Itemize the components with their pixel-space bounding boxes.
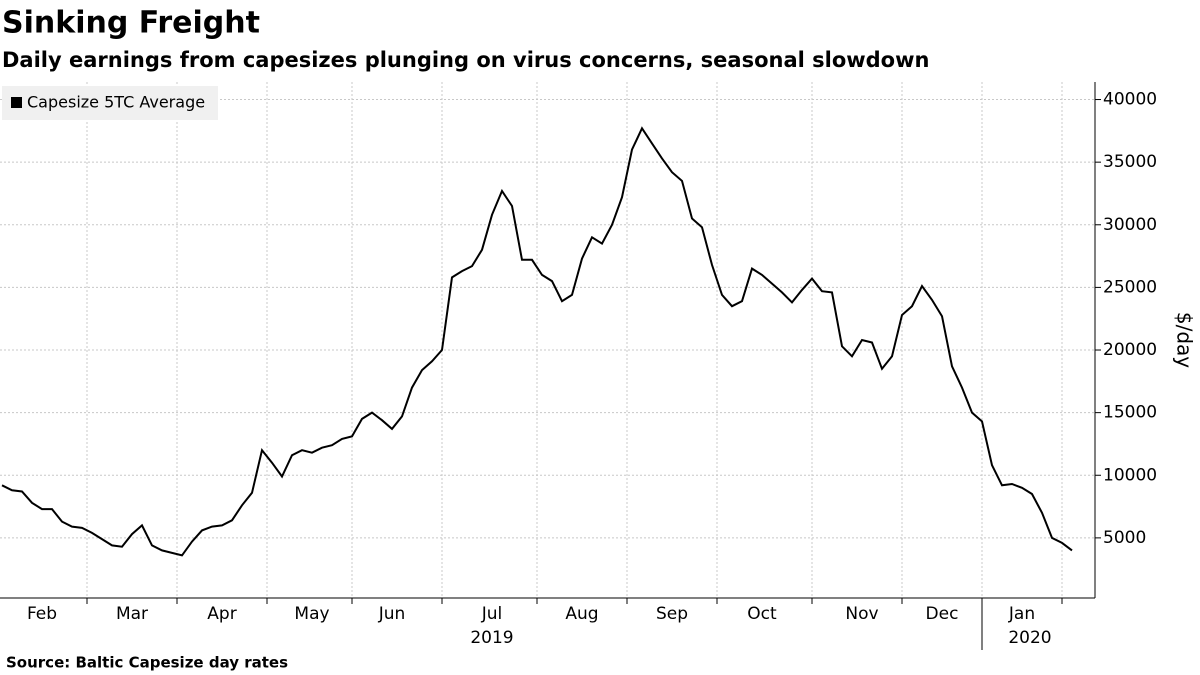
source: Source: Baltic Capesize day rates [6,654,288,672]
line [1,126,1073,557]
x-tick-label: Jan [1008,604,1035,624]
x-tick-label: Feb [27,604,57,624]
y-tick-label: 10000 [1103,465,1157,485]
x-tick-label: Mar [116,604,148,624]
y-axis-label: $/day [1173,312,1197,368]
y-tick-label: 15000 [1103,403,1157,423]
legend-swatch [11,97,22,108]
y-tick-label: 30000 [1103,215,1157,235]
y-tick-label: 35000 [1103,152,1157,172]
x-tick-label: May [294,604,329,624]
legend-box [2,86,218,120]
x-tick-label: Sep [656,604,688,624]
x-group-label: 2020 [1008,628,1051,648]
x-tick-label: Oct [747,604,777,624]
x-tick-label: Aug [565,604,598,624]
legend-label: Capesize 5TC Average [27,93,205,112]
y-tick-label: 25000 [1103,277,1157,297]
x-group-label: 2019 [470,628,513,648]
x-tick-label: Jun [378,604,406,624]
x-tick-label: Nov [845,604,878,624]
x-tick-label: Apr [207,604,236,624]
x-tick-label: Jul [481,604,503,624]
chart-title: Sinking Freight [2,6,260,41]
y-tick-label: 40000 [1103,90,1157,110]
y-tick-label: 20000 [1103,340,1157,360]
chart-subtitle: Daily earnings from capesizes plunging o… [2,48,929,72]
x-tick-label: Dec [926,604,959,624]
y-tick-label: 5000 [1103,528,1146,548]
